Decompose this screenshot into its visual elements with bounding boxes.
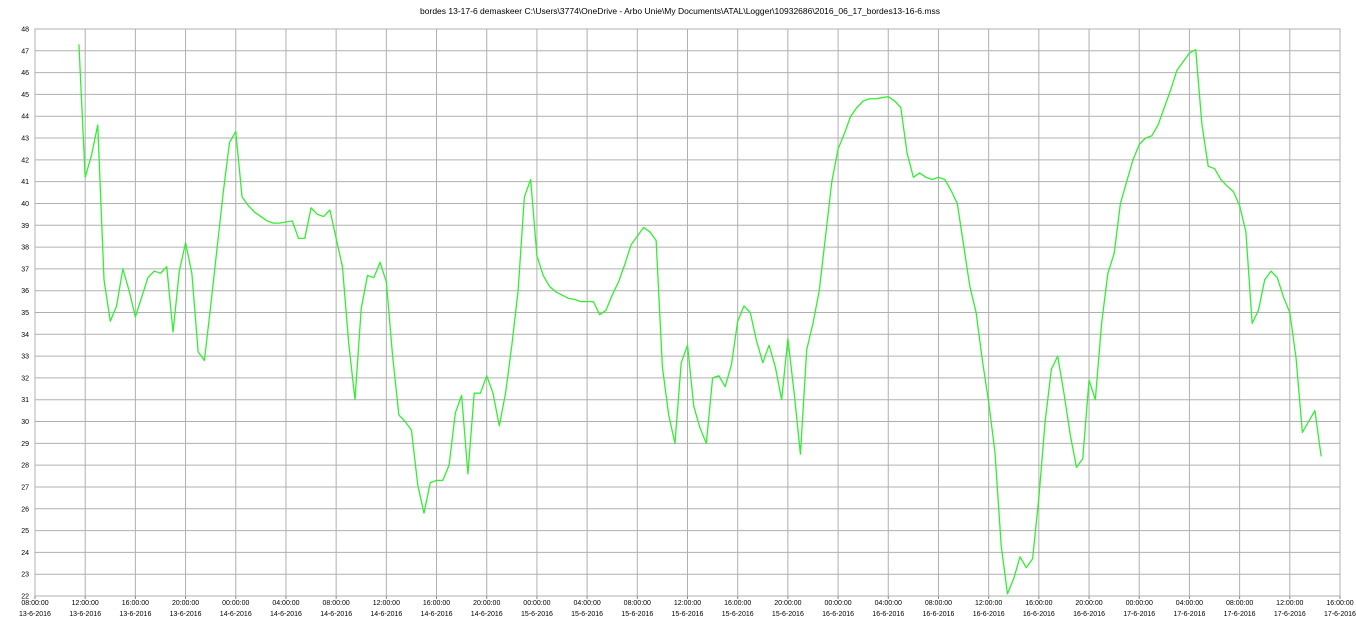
y-tick-label: 41 (21, 179, 29, 186)
x-tick-label: 08:00:00 (1226, 600, 1253, 607)
y-tick-label: 42 (21, 157, 29, 164)
x-tick-label: 14-6-2016 (471, 611, 503, 618)
x-tick-label: 04:00:00 (875, 600, 902, 607)
x-tick-label: 15-6-2016 (772, 611, 804, 618)
x-tick-label: 16-6-2016 (872, 611, 904, 618)
x-tick-label: 13-6-2016 (119, 611, 151, 618)
x-tick-label: 17-6-2016 (1324, 611, 1356, 618)
x-tick-label: 00:00:00 (824, 600, 851, 607)
x-tick-label: 00:00:00 (523, 600, 550, 607)
y-tick-label: 45 (21, 92, 29, 99)
y-tick-label: 38 (21, 245, 29, 252)
y-tick-label: 34 (21, 332, 29, 339)
x-tick-label: 20:00:00 (1075, 600, 1102, 607)
y-tick-label: 28 (21, 463, 29, 470)
x-tick-label: 16-6-2016 (822, 611, 854, 618)
x-tick-label: 13-6-2016 (69, 611, 101, 618)
x-tick-label: 15-6-2016 (571, 611, 603, 618)
x-tick-label: 17-6-2016 (1173, 611, 1205, 618)
y-tick-label: 40 (21, 201, 29, 208)
x-tick-label: 20:00:00 (473, 600, 500, 607)
x-tick-label: 14-6-2016 (270, 611, 302, 618)
y-tick-label: 48 (21, 27, 29, 34)
x-tick-label: 16:00:00 (724, 600, 751, 607)
y-tick-label: 35 (21, 310, 29, 317)
y-tick-label: 44 (21, 114, 29, 121)
x-tick-label: 17-6-2016 (1224, 611, 1256, 618)
x-tick-label: 08:00:00 (21, 600, 48, 607)
y-tick-label: 32 (21, 375, 29, 382)
x-tick-label: 20:00:00 (172, 600, 199, 607)
x-tick-label: 12:00:00 (1276, 600, 1303, 607)
x-tick-label: 15-6-2016 (672, 611, 704, 618)
y-tick-label: 22 (21, 594, 29, 601)
y-tick-label: 46 (21, 70, 29, 77)
x-tick-label: 14-6-2016 (320, 611, 352, 618)
x-tick-label: 12:00:00 (72, 600, 99, 607)
x-tick-label: 08:00:00 (624, 600, 651, 607)
x-tick-label: 08:00:00 (925, 600, 952, 607)
x-tick-label: 04:00:00 (272, 600, 299, 607)
x-tick-label: 13-6-2016 (170, 611, 202, 618)
x-tick-label: 16:00:00 (1025, 600, 1052, 607)
x-tick-label: 00:00:00 (1126, 600, 1153, 607)
data-line (78, 44, 1322, 595)
y-tick-label: 26 (21, 506, 29, 513)
x-tick-label: 13-6-2016 (19, 611, 51, 618)
x-tick-label: 16-6-2016 (1023, 611, 1055, 618)
y-tick-label: 47 (21, 48, 29, 55)
x-tick-label: 16:00:00 (1326, 600, 1353, 607)
y-tick-label: 25 (21, 528, 29, 535)
chart-title: bordes 13-17-6 demaskeer C:\Users\3774\O… (420, 6, 940, 16)
y-tick-label: 37 (21, 266, 29, 273)
y-tick-label: 31 (21, 397, 29, 404)
x-tick-label: 12:00:00 (373, 600, 400, 607)
x-tick-label: 15-6-2016 (722, 611, 754, 618)
x-tick-label: 04:00:00 (1176, 600, 1203, 607)
x-tick-label: 16-6-2016 (973, 611, 1005, 618)
x-tick-label: 14-6-2016 (220, 611, 252, 618)
y-tick-label: 24 (21, 550, 29, 557)
y-tick-label: 23 (21, 572, 29, 579)
y-tick-label: 30 (21, 419, 29, 426)
x-tick-label: 20:00:00 (774, 600, 801, 607)
x-tick-label: 00:00:00 (222, 600, 249, 607)
y-tick-label: 33 (21, 354, 29, 361)
x-tick-label: 12:00:00 (674, 600, 701, 607)
x-tick-label: 15-6-2016 (621, 611, 653, 618)
x-tick-label: 16:00:00 (423, 600, 450, 607)
x-tick-label: 15-6-2016 (521, 611, 553, 618)
y-tick-label: 43 (21, 136, 29, 143)
x-tick-label: 12:00:00 (975, 600, 1002, 607)
y-tick-label: 27 (21, 484, 29, 491)
y-tick-label: 36 (21, 288, 29, 295)
x-tick-label: 17-6-2016 (1274, 611, 1306, 618)
y-tick-label: 29 (21, 441, 29, 448)
x-tick-label: 16:00:00 (122, 600, 149, 607)
x-tick-label: 14-6-2016 (370, 611, 402, 618)
x-tick-label: 04:00:00 (573, 600, 600, 607)
x-tick-label: 14-6-2016 (421, 611, 453, 618)
y-tick-label: 39 (21, 223, 29, 230)
x-tick-label: 16-6-2016 (923, 611, 955, 618)
x-tick-label: 16-6-2016 (1073, 611, 1105, 618)
x-tick-label: 08:00:00 (323, 600, 350, 607)
x-tick-label: 17-6-2016 (1123, 611, 1155, 618)
